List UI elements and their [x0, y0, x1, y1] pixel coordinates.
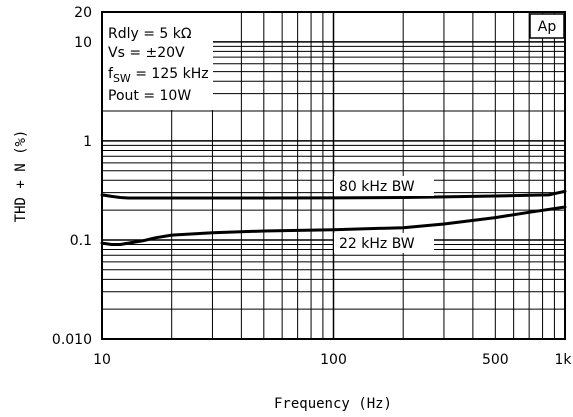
plot-frame [101, 11, 566, 340]
series-line-80khz [100, 189, 567, 200]
x-tick-label: 1k [554, 352, 572, 368]
tick-labels: 10 100 500 1k 20 10 1 0.1 0.010 [52, 5, 572, 368]
x-tick-label: 100 [320, 352, 347, 368]
y-tick-label: 10 [74, 35, 92, 51]
series-label-bg-80k [334, 176, 434, 196]
series-label-80khz: 80 kHz BW [339, 179, 415, 195]
corner-label: Ap [538, 19, 557, 35]
y-tick-label: 0.010 [52, 332, 92, 348]
condition-rdly: Rdly = 5 kΩ [108, 26, 192, 42]
series-label-22khz: 22 kHz BW [339, 236, 415, 252]
conditions-box [103, 12, 213, 110]
condition-pout: Pout = 10W [108, 88, 191, 104]
condition-fsw: fSW = 125 kHz [108, 66, 209, 85]
y-axis-title: THD + N (%) [13, 130, 29, 223]
x-tick-label: 10 [93, 352, 111, 368]
condition-vs: Vs = ±20V [108, 45, 185, 61]
series-line-22khz [100, 205, 567, 246]
y-tick-label: 1 [83, 134, 92, 150]
y-tick-label: 0.1 [70, 233, 92, 249]
x-axis-title: Frequency (Hz) [274, 396, 392, 412]
series-label-bg-22k [334, 233, 434, 253]
data-curves [100, 189, 567, 246]
y-tick-label: 20 [74, 5, 92, 21]
x-tick-label: 500 [482, 352, 509, 368]
